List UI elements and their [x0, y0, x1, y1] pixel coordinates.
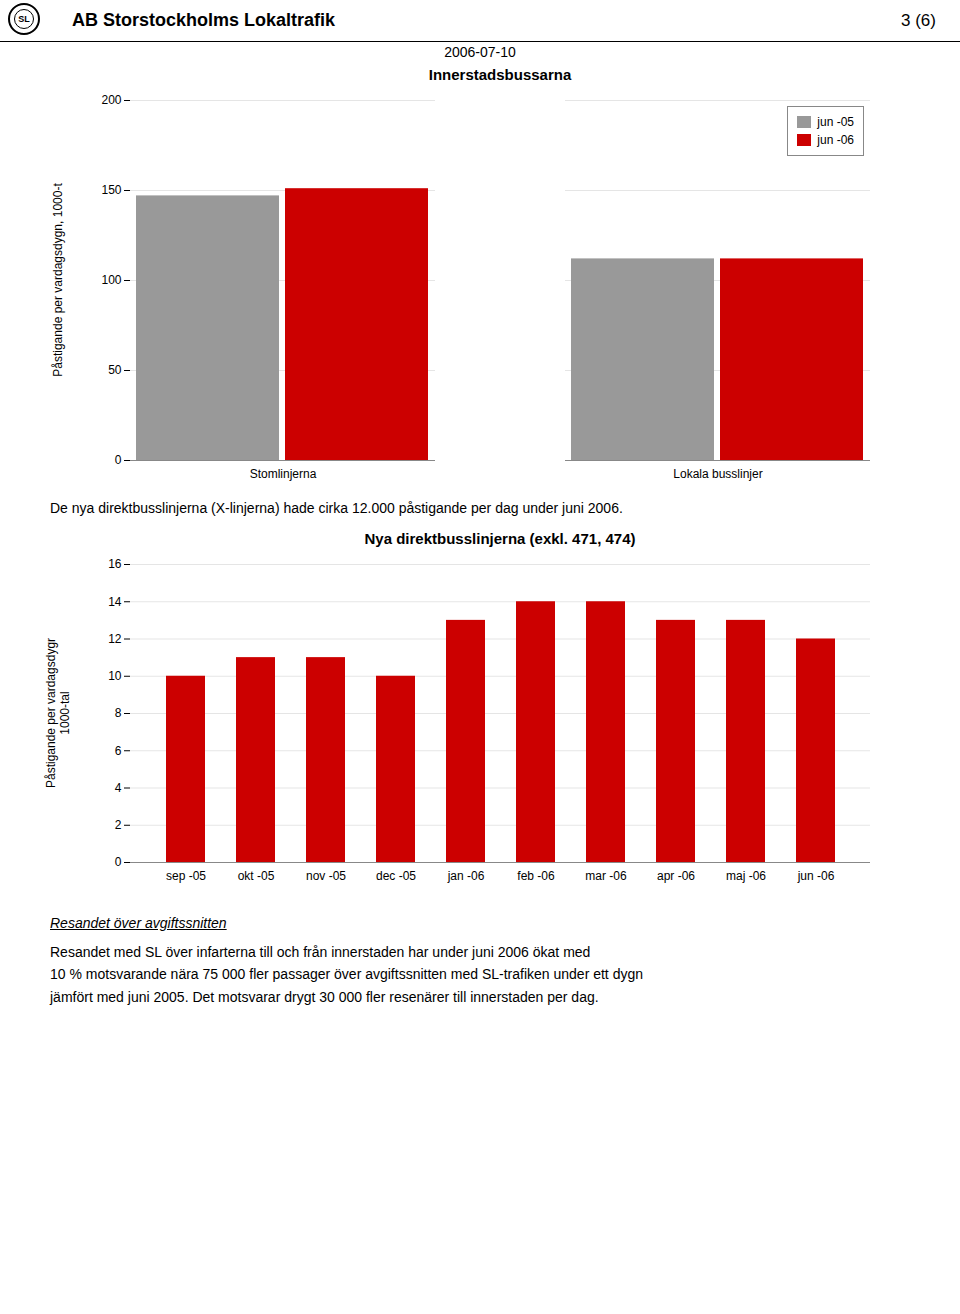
svg-text:6: 6	[115, 744, 122, 758]
svg-text:Lokala busslinjer: Lokala busslinjer	[673, 467, 762, 481]
html-text:Innerstadsbussarna: Innerstadsbussarna	[428, 66, 572, 83]
svg-text:dec -05: dec -05	[376, 869, 416, 883]
svg-text:2: 2	[115, 818, 122, 832]
svg-text:apr -06: apr -06	[657, 869, 695, 883]
svg-text:feb -06: feb -06	[517, 869, 555, 883]
html-text:3 (6): 3 (6)	[901, 11, 936, 30]
html-text:Påstigande per vardagsdygr 100: Påstigande per vardagsdygr 1000-tal	[43, 638, 72, 788]
html-text:Nya direktbusslinjerna (exkl.: Nya direktbusslinjerna (exkl. 471, 474)	[364, 530, 636, 547]
html-text:De nya direktbusslinjerna (X-l: De nya direktbusslinjerna (X-linjerna) h…	[50, 500, 623, 516]
svg-text:100: 100	[101, 273, 121, 287]
html-text:jun -05: jun -05	[817, 115, 854, 129]
svg-text:4: 4	[115, 781, 122, 795]
svg-text:150: 150	[101, 183, 121, 197]
svg-text:jan -06: jan -06	[447, 869, 485, 883]
svg-text:16: 16	[108, 557, 122, 571]
svg-text:50: 50	[108, 363, 122, 377]
svg-text:nov -05: nov -05	[306, 869, 346, 883]
svg-text:8: 8	[115, 706, 122, 720]
svg-text:0: 0	[115, 453, 122, 467]
html-text:2006-07-10: 2006-07-10	[444, 44, 516, 60]
svg-text:okt -05: okt -05	[238, 869, 275, 883]
html-text:SL: SL	[18, 14, 30, 24]
svg-text:Stomlinjerna: Stomlinjerna	[250, 467, 317, 481]
svg-text:sep -05: sep -05	[166, 869, 206, 883]
svg-text:jun -06: jun -06	[797, 869, 835, 883]
svg-text:mar -06: mar -06	[585, 869, 627, 883]
svg-text:12: 12	[108, 632, 122, 646]
html-text:Påstigande per vardagsdygn, 10: Påstigande per vardagsdygn, 1000-t	[50, 183, 65, 377]
html-text:Resandet med SL över infartern: Resandet med SL över infarterna till och…	[50, 944, 643, 1005]
svg-text:maj -06: maj -06	[726, 869, 766, 883]
svg-text:14: 14	[108, 595, 122, 609]
html-text:AB Storstockholms Lokaltrafik: AB Storstockholms Lokaltrafik	[72, 10, 336, 30]
svg-text:200: 200	[101, 93, 121, 107]
svg-text:10: 10	[108, 669, 122, 683]
html-text:Resandet över avgiftssnitten: Resandet över avgiftssnitten	[50, 915, 227, 931]
html-text:jun -06: jun -06	[817, 133, 854, 147]
svg-text:0: 0	[115, 855, 122, 869]
